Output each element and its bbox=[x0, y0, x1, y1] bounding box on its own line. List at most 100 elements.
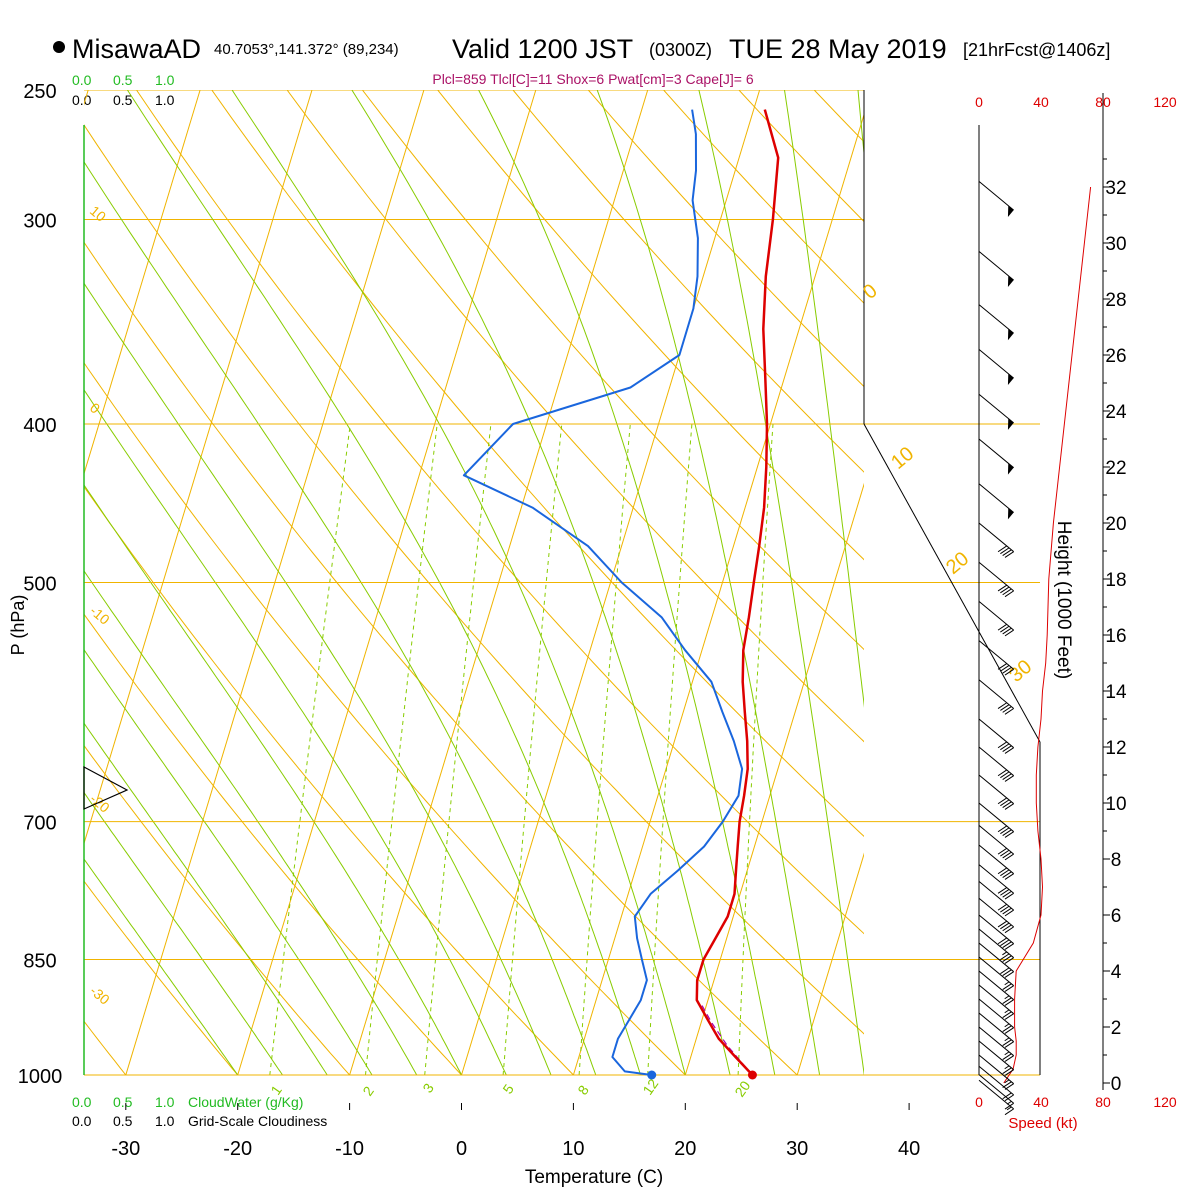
wind-barb-feather bbox=[1002, 706, 1012, 713]
wind-barb-feather bbox=[1004, 747, 1014, 754]
wind-barb-feather bbox=[1002, 588, 1012, 596]
height-tick-label: 18 bbox=[1105, 570, 1126, 591]
wind-barb bbox=[978, 304, 1014, 341]
moist-adiabat-line bbox=[84, 648, 373, 1075]
wind-barb-shaft bbox=[978, 897, 1014, 928]
wind-barb bbox=[978, 825, 1014, 861]
speed-bottom-label: 80 bbox=[1095, 1094, 1111, 1110]
wind-barb-shaft bbox=[978, 774, 1014, 805]
moist-adiabat-line bbox=[84, 484, 462, 1075]
wind-barb-feather bbox=[1004, 957, 1014, 964]
wind-barb bbox=[978, 1012, 1014, 1048]
cloud-bottom-label: 1.0 bbox=[155, 1094, 175, 1110]
wind-barb-feather bbox=[1004, 853, 1014, 861]
wind-barb-feather bbox=[1000, 771, 1010, 779]
wind-barb-feather bbox=[1004, 1041, 1014, 1048]
height-axis-title: Height (1000 Feet) bbox=[1053, 521, 1074, 679]
wind-barb-shaft bbox=[978, 864, 1014, 894]
isotherm-line bbox=[796, 852, 864, 1075]
mixing-ratio-line bbox=[365, 423, 438, 1075]
wind-barb-feather bbox=[997, 887, 1008, 894]
dry-adiabat-line bbox=[84, 124, 864, 1035]
wind-barb bbox=[978, 881, 1014, 917]
wind-barb bbox=[978, 1026, 1014, 1062]
wind-barb-shaft bbox=[978, 1079, 1014, 1110]
wind-barb-shaft bbox=[978, 825, 1014, 855]
dry-adiabat-line bbox=[84, 362, 686, 1075]
wind-barb-feather bbox=[1002, 627, 1012, 635]
temp-tick-label: 0 bbox=[456, 1138, 467, 1160]
wind-barb bbox=[978, 970, 1014, 1006]
cloud-top-label: 1.0 bbox=[155, 72, 175, 88]
wind-barb-feather bbox=[1000, 939, 1010, 947]
wind-barb-feather bbox=[997, 847, 1008, 855]
wind-barb-feather bbox=[1002, 969, 1012, 976]
speed-top-label: 120 bbox=[1153, 94, 1177, 110]
dry-adiabat-line bbox=[286, 90, 864, 743]
moist-adiabat-line bbox=[478, 90, 776, 1075]
speed-top-label: 40 bbox=[1033, 94, 1049, 110]
wind-barb-shaft bbox=[978, 1054, 1014, 1085]
wind-barb-shaft bbox=[978, 1012, 1014, 1043]
wind-barb-feather bbox=[1002, 997, 1012, 1004]
wind-barb-feather bbox=[1000, 869, 1010, 877]
temp-tick-label: 20 bbox=[674, 1138, 696, 1160]
wind-barb-feather bbox=[1004, 708, 1014, 715]
speed-title: Speed (kt) bbox=[1008, 1115, 1077, 1132]
cloud-bottom-label: 0.5 bbox=[113, 1094, 133, 1110]
moist-adiabat-line bbox=[84, 388, 507, 1075]
wind-barb-half-feather bbox=[1004, 1023, 1010, 1028]
dry-adiabat-line bbox=[84, 744, 350, 1075]
wind-barb-feather bbox=[997, 867, 1008, 875]
height-tick-label: 10 bbox=[1105, 794, 1126, 815]
wind-barb bbox=[978, 181, 1014, 218]
wind-barb-feather bbox=[1004, 831, 1014, 838]
wind-barb-feather bbox=[1002, 1092, 1012, 1100]
speed-bottom-label: 0 bbox=[975, 1094, 983, 1110]
cloudiness-marker-icon bbox=[83, 765, 129, 810]
wind-barb-feather bbox=[997, 825, 1008, 833]
dry-adiabat-line bbox=[84, 241, 798, 1075]
x-axis-title: Temperature (C) bbox=[525, 1167, 663, 1188]
cloudiness-top-label: 1.0 bbox=[155, 92, 175, 108]
speed-scale-bottom: 0 40 80 120 Speed (kt) bbox=[975, 1094, 1177, 1132]
cloudiness-top-label: 0.5 bbox=[113, 92, 133, 108]
stability-indices: Plcl=859 Tlcl[C]=11 Shox=6 Pwat[cm]=3 Ca… bbox=[432, 71, 753, 87]
wind-barb-feather bbox=[1004, 775, 1014, 782]
height-tick-label: 4 bbox=[1111, 962, 1122, 983]
wind-barb-feather bbox=[1004, 551, 1014, 558]
cloudwater-scale-bottom: 0.0 0.5 1.0 CloudWater (g/Kg) 0.0 0.5 1.… bbox=[72, 1094, 327, 1129]
dry-adiabat-line bbox=[136, 90, 864, 935]
wind-barb-feather bbox=[1004, 629, 1014, 637]
surface-dewpoint-marker bbox=[647, 1070, 657, 1080]
wind-barb-pennant bbox=[1007, 463, 1014, 475]
wind-barb-shaft bbox=[978, 522, 1014, 553]
wind-barb-feather bbox=[1000, 922, 1010, 930]
isotherm-line bbox=[84, 90, 201, 476]
wind-barb-pennant bbox=[1007, 508, 1014, 520]
temperature-line bbox=[695, 109, 780, 1076]
wind-barb bbox=[978, 349, 1014, 386]
wind-barb-shaft bbox=[978, 1074, 1014, 1104]
wind-barb-feather bbox=[1002, 907, 1012, 915]
wind-barb-feather bbox=[997, 937, 1008, 945]
wind-barb bbox=[978, 718, 1014, 754]
wind-barb-shaft bbox=[978, 881, 1014, 911]
height-tick-label: 16 bbox=[1105, 626, 1126, 647]
wind-barb-shaft bbox=[978, 483, 1014, 513]
wind-barb-feather bbox=[1004, 1108, 1014, 1116]
mixing-ratio-line bbox=[502, 423, 563, 1075]
wind-barb-feather bbox=[1004, 926, 1014, 934]
mixing-ratio-line bbox=[424, 423, 492, 1075]
wind-barb-shaft bbox=[978, 928, 1014, 959]
wind-barb-feather bbox=[997, 920, 1008, 928]
cloudwater-label: CloudWater (g/Kg) bbox=[188, 1094, 303, 1110]
wind-barb-shaft bbox=[978, 304, 1014, 334]
height-tick-label: 6 bbox=[1111, 906, 1122, 927]
wind-barb-half-feather bbox=[1004, 1009, 1010, 1014]
cloudiness-bottom-label: 1.0 bbox=[155, 1113, 175, 1129]
wind-barb-feather bbox=[997, 797, 1008, 805]
wind-barb-shaft bbox=[978, 349, 1014, 379]
wind-barb-feather bbox=[1000, 586, 1010, 594]
speed-top-label: 0 bbox=[975, 94, 983, 110]
